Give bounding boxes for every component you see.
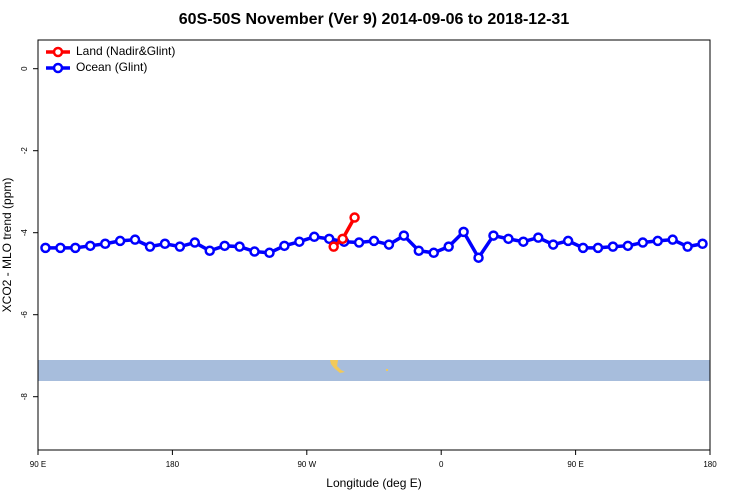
x-tick-label: 180 xyxy=(703,460,717,469)
point xyxy=(652,235,663,247)
point xyxy=(488,230,499,241)
point xyxy=(697,238,708,250)
point xyxy=(667,234,678,245)
point xyxy=(398,230,410,241)
point xyxy=(368,235,380,247)
y-tick-label: -4 xyxy=(20,229,29,237)
point xyxy=(70,242,81,254)
point xyxy=(99,238,111,250)
map-strip xyxy=(38,360,710,381)
point xyxy=(428,247,439,259)
x-axis-label: Longitude (deg E) xyxy=(326,476,421,490)
chart-title: 60S-50S November (Ver 9) 2014-09-06 to 2… xyxy=(179,11,570,28)
land-shape xyxy=(330,360,345,373)
x-tick-label: 180 xyxy=(166,460,180,469)
x-tick-label: 90 E xyxy=(30,460,46,469)
point xyxy=(294,236,305,247)
legend-marker xyxy=(52,62,64,74)
point xyxy=(337,233,348,245)
point xyxy=(349,212,360,223)
point xyxy=(85,240,96,252)
point xyxy=(249,246,260,257)
point xyxy=(55,242,66,254)
point xyxy=(547,239,559,250)
x-tick-label: 90 E xyxy=(567,460,583,469)
point xyxy=(40,242,51,254)
point xyxy=(592,242,604,254)
point xyxy=(328,241,339,252)
x-tick-label: 0 xyxy=(439,460,444,469)
point xyxy=(682,241,693,252)
y-axis-label: XCO2 - MLO trend (ppm) xyxy=(0,178,14,313)
point xyxy=(577,242,589,254)
point xyxy=(234,241,245,252)
point xyxy=(174,241,186,252)
point xyxy=(204,245,215,256)
point xyxy=(562,235,574,247)
point xyxy=(144,241,156,252)
point xyxy=(219,240,230,252)
point xyxy=(443,241,454,252)
point xyxy=(458,226,469,238)
point xyxy=(353,237,365,248)
y-tick-label: -2 xyxy=(20,147,29,155)
land-shape xyxy=(386,369,388,371)
point xyxy=(129,234,141,245)
point xyxy=(309,231,320,243)
point xyxy=(607,241,619,252)
point xyxy=(503,233,514,245)
legend-label: Land (Nadir&Glint) xyxy=(76,44,175,58)
x-tick-label: 90 W xyxy=(297,460,316,469)
y-tick-label: -6 xyxy=(20,311,29,319)
point xyxy=(279,240,290,252)
legend-marker xyxy=(52,46,64,58)
point xyxy=(533,232,544,243)
point xyxy=(473,252,484,263)
point xyxy=(637,237,649,248)
point xyxy=(189,237,201,248)
point xyxy=(114,235,126,247)
point xyxy=(383,239,395,250)
point xyxy=(518,236,529,247)
point xyxy=(264,247,275,259)
legend-label: Ocean (Glint) xyxy=(76,60,147,74)
y-tick-label: -8 xyxy=(20,393,29,401)
y-tick-label: 0 xyxy=(20,66,29,71)
point xyxy=(413,245,425,256)
plot-frame xyxy=(37,39,711,451)
point xyxy=(622,240,634,252)
point xyxy=(159,238,171,250)
point xyxy=(323,233,335,245)
